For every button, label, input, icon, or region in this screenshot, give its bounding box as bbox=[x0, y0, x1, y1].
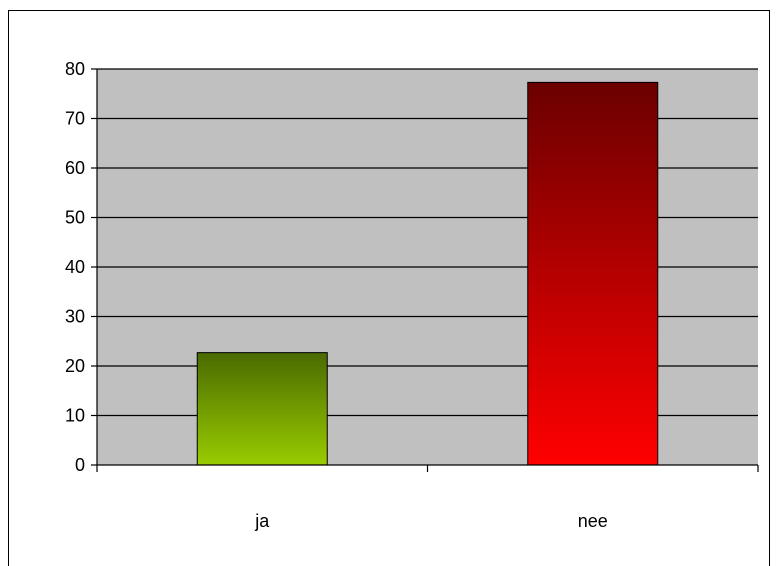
y-tick-label: 80 bbox=[65, 59, 85, 79]
y-tick-label: 70 bbox=[65, 109, 85, 129]
x-tick-label-ja: ja bbox=[254, 511, 270, 531]
y-tick-label: 0 bbox=[75, 455, 85, 475]
bar-nee bbox=[527, 81, 659, 466]
y-tick-label: 50 bbox=[65, 208, 85, 228]
y-tick-label: 20 bbox=[65, 356, 85, 376]
x-tick-label-nee: nee bbox=[578, 511, 608, 531]
y-tick-label: 40 bbox=[65, 257, 85, 277]
y-tick-labels: 0 10 20 30 40 50 60 70 80 bbox=[65, 59, 85, 475]
y-tick-label: 10 bbox=[65, 406, 85, 426]
x-tick-labels: ja nee bbox=[254, 511, 608, 531]
bar-ja bbox=[196, 352, 328, 466]
axes bbox=[91, 68, 759, 472]
y-tick-label: 60 bbox=[65, 158, 85, 178]
y-tick-label: 30 bbox=[65, 307, 85, 327]
bars bbox=[196, 81, 659, 466]
